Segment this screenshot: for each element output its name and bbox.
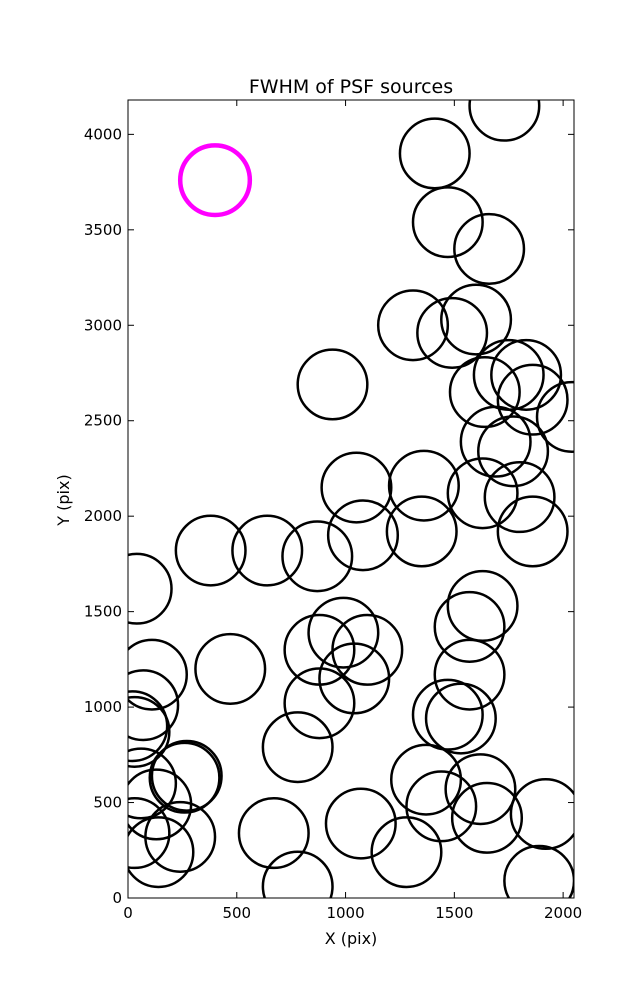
psf-source-point [535, 380, 574, 453]
y-axis-label: Y (pix) [54, 474, 73, 526]
psf-source-point [405, 770, 478, 843]
y-tick-label: 2000 [84, 507, 122, 525]
psf-source-point [261, 711, 334, 784]
psf-source-point [150, 739, 223, 812]
psf-source-point [307, 596, 380, 669]
psf-source-point [128, 638, 188, 711]
psf-source-point [496, 363, 569, 436]
psf-source-point [261, 850, 334, 898]
axis-ticks: 0 500 1000 1500 2000 0 500 1000 1500 2000 2500 3000… [84, 100, 582, 922]
x-tick-label: 0 [123, 904, 133, 922]
x-axis-label: X (pix) [325, 929, 378, 948]
x-tick-label: 2000 [544, 904, 582, 922]
psf-source-point [128, 690, 169, 763]
plot-area [128, 100, 574, 898]
psf-source-point [387, 449, 460, 522]
psf-source-point [398, 117, 471, 190]
psf-source-point [389, 743, 463, 816]
psf-source-point [283, 667, 356, 740]
psf-source-point [237, 797, 310, 870]
y-tick-label: 3500 [84, 221, 122, 239]
psf-source-point [128, 695, 171, 768]
highlight-point [177, 143, 253, 218]
psf-source-point [433, 590, 506, 663]
psf-source-point [324, 787, 397, 860]
psf-source-point [496, 495, 569, 568]
psf-source-point [128, 816, 195, 889]
psf-source-point [326, 499, 400, 572]
psf-source-point [424, 682, 497, 755]
psf-source-point [503, 844, 574, 898]
psf-source-point [194, 632, 267, 705]
y-tick-label: 500 [93, 794, 122, 812]
y-tick-label: 4000 [84, 125, 122, 143]
psf-source-point [433, 638, 506, 711]
psf-source-point [490, 338, 563, 411]
psf-source-point [385, 495, 458, 568]
psf-source-point [331, 613, 404, 686]
y-tick-label: 3000 [84, 316, 122, 334]
psf-source-point [440, 283, 513, 356]
psf-source-point [281, 520, 354, 593]
y-tick-label: 0 [112, 889, 122, 907]
psf-source-point [370, 816, 443, 889]
psf-source-point [128, 797, 171, 870]
psf-source-point [448, 356, 521, 429]
y-tick-label: 1000 [84, 698, 122, 716]
x-tick-label: 500 [222, 904, 251, 922]
psf-source-point [411, 678, 484, 751]
psf-source-point [446, 457, 519, 530]
psf-source-point [148, 741, 221, 814]
y-tick-label: 2500 [84, 412, 122, 430]
plot-frame [127, 99, 575, 899]
psf-source-point [411, 186, 484, 259]
x-tick-label: 1000 [326, 904, 364, 922]
psf-source-point [144, 800, 217, 873]
chart-title: FWHM of PSF sources [249, 76, 453, 98]
psf-source-point [459, 405, 532, 478]
psf-source-point [320, 451, 393, 524]
psf-source-point [128, 552, 173, 625]
psf-source-point [450, 781, 524, 854]
psf-source-point [296, 348, 369, 421]
psf-source-point [446, 569, 519, 642]
y-tick-label: 1500 [84, 603, 122, 621]
psf-source-point [477, 415, 550, 488]
psf-source-point [318, 642, 391, 715]
psf-source-point [128, 747, 178, 820]
psf-source-point [509, 777, 574, 851]
psf-source-point [468, 100, 541, 142]
psf-source-point [128, 669, 180, 742]
x-tick-label: 1500 [435, 904, 473, 922]
psf-source-point [444, 753, 517, 826]
psf-source-point [174, 514, 247, 587]
psf-source-point [483, 461, 556, 534]
psf-source-point [376, 289, 450, 362]
psf-source-point [453, 212, 526, 285]
psf-source-point [416, 296, 489, 369]
psf-source-point [231, 514, 304, 587]
